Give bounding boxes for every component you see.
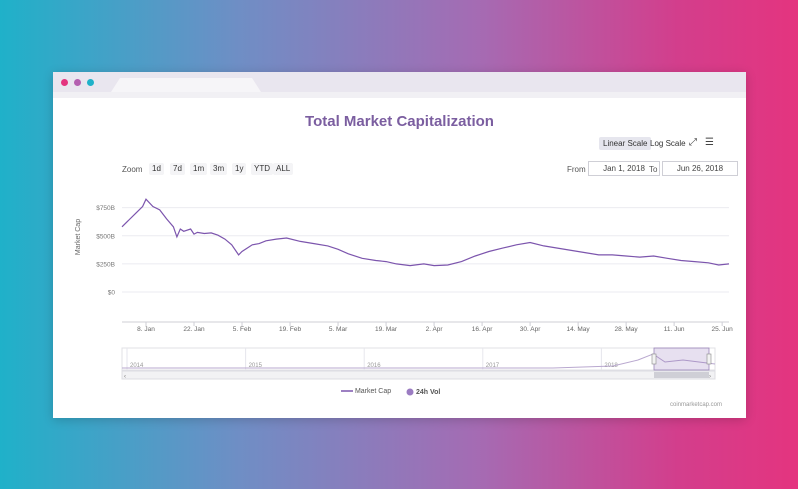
- chart-title: Total Market Capitalization: [305, 113, 494, 130]
- navigator-handle[interactable]: [706, 353, 712, 365]
- navigator-year-label: 2017: [486, 363, 500, 369]
- browser-toolbar: [53, 92, 746, 98]
- navigator-series: [122, 353, 716, 369]
- x-tick-label: 16. Apr: [472, 326, 493, 333]
- x-tick-label: 28. May: [615, 326, 639, 333]
- y-tick-label: $250B: [96, 261, 115, 268]
- legend-market-cap[interactable]: Market Cap: [341, 388, 391, 395]
- browser-tab[interactable]: [111, 78, 261, 92]
- credit-text: coinmarketcap.com: [670, 402, 723, 408]
- legend-volume-label: 24h Vol: [415, 388, 441, 396]
- x-tick-label: 5. Feb: [233, 326, 252, 333]
- scrollbar-thumb[interactable]: [654, 372, 709, 378]
- navigator[interactable]: 2014 2015 2016 2017 2018‹ ›: [121, 347, 716, 380]
- y-tick-label: $750B: [96, 205, 115, 212]
- zoom-7d-button[interactable]: 7d: [170, 163, 185, 175]
- market-cap-line: [121, 198, 730, 267]
- navigator-year-label: 2015: [249, 363, 263, 369]
- x-tick-label: 22. Jan: [183, 326, 205, 333]
- scroll-right-icon[interactable]: ›: [709, 374, 711, 380]
- zoom-1d-button[interactable]: 1d: [149, 163, 164, 175]
- navigator-year-label: 2016: [367, 363, 381, 369]
- menu-icon[interactable]: ☰: [705, 137, 714, 148]
- from-label: From: [567, 165, 586, 174]
- zoom-ytd-button[interactable]: YTD: [251, 163, 273, 175]
- legend-volume[interactable]: 24h Vol: [406, 388, 440, 396]
- zoom-label: Zoom: [122, 165, 143, 174]
- navigator-selection[interactable]: [653, 347, 710, 371]
- x-tick-label: 11. Jun: [664, 326, 685, 333]
- legend-line-icon: [341, 390, 353, 392]
- y-axis: $750B $500B $250B $0: [96, 205, 115, 296]
- maximize-dot[interactable]: [87, 79, 94, 86]
- x-tick-label: 5. Mar: [329, 326, 348, 333]
- navigator-scrollbar[interactable]: [121, 370, 716, 380]
- x-tick-label: 14. May: [567, 326, 591, 333]
- scroll-left-icon[interactable]: ‹: [124, 374, 126, 380]
- navigator-frame: [121, 347, 716, 371]
- y-tick-label: $0: [108, 290, 116, 297]
- x-tick-label: 2. Apr: [426, 326, 444, 333]
- x-tick-label: 30. Apr: [520, 326, 541, 333]
- close-dot[interactable]: [61, 79, 68, 86]
- y-tick-label: $500B: [96, 233, 115, 240]
- from-date-input[interactable]: Jan 1, 2018: [588, 161, 660, 176]
- legend-dot-icon: [406, 388, 414, 396]
- legend-market-cap-label: Market Cap: [354, 388, 392, 395]
- x-tick-label: 25. Jun: [711, 326, 733, 333]
- zoom-3m-button[interactable]: 3m: [210, 163, 228, 175]
- x-tick-label: 8. Jan: [137, 326, 155, 333]
- market-cap-chart[interactable]: $750B $500B $250B $0 Market Cap 8. Jan 22. J…: [53, 72, 746, 418]
- to-label: To: [649, 165, 658, 174]
- navigator-year-label: 2014: [130, 363, 144, 369]
- browser-titlebar: [53, 72, 746, 92]
- grid-layer: [122, 207, 729, 323]
- zoom-1m-button[interactable]: 1m: [190, 163, 208, 175]
- linear-scale-button[interactable]: Linear Scale: [599, 137, 652, 150]
- zoom-all-button[interactable]: ALL: [273, 163, 294, 175]
- y-axis-label: Market Cap: [75, 219, 82, 255]
- log-scale-button[interactable]: Log Scale: [650, 139, 686, 148]
- browser-window: Total Market Capitalization Linear Scale…: [53, 72, 746, 418]
- x-tick-label: 19. Feb: [279, 326, 301, 333]
- minimize-dot[interactable]: [74, 79, 81, 86]
- to-date-input[interactable]: Jun 26, 2018: [662, 161, 738, 176]
- x-axis: 8. Jan 22. Jan 5. Feb 19. Feb 5. Mar 19. Mar 2…: [137, 322, 733, 333]
- expand-icon[interactable]: ⤢: [689, 137, 697, 148]
- navigator-handle[interactable]: [651, 353, 657, 365]
- x-tick-label: 19. Mar: [375, 326, 398, 333]
- zoom-1y-button[interactable]: 1y: [232, 163, 247, 175]
